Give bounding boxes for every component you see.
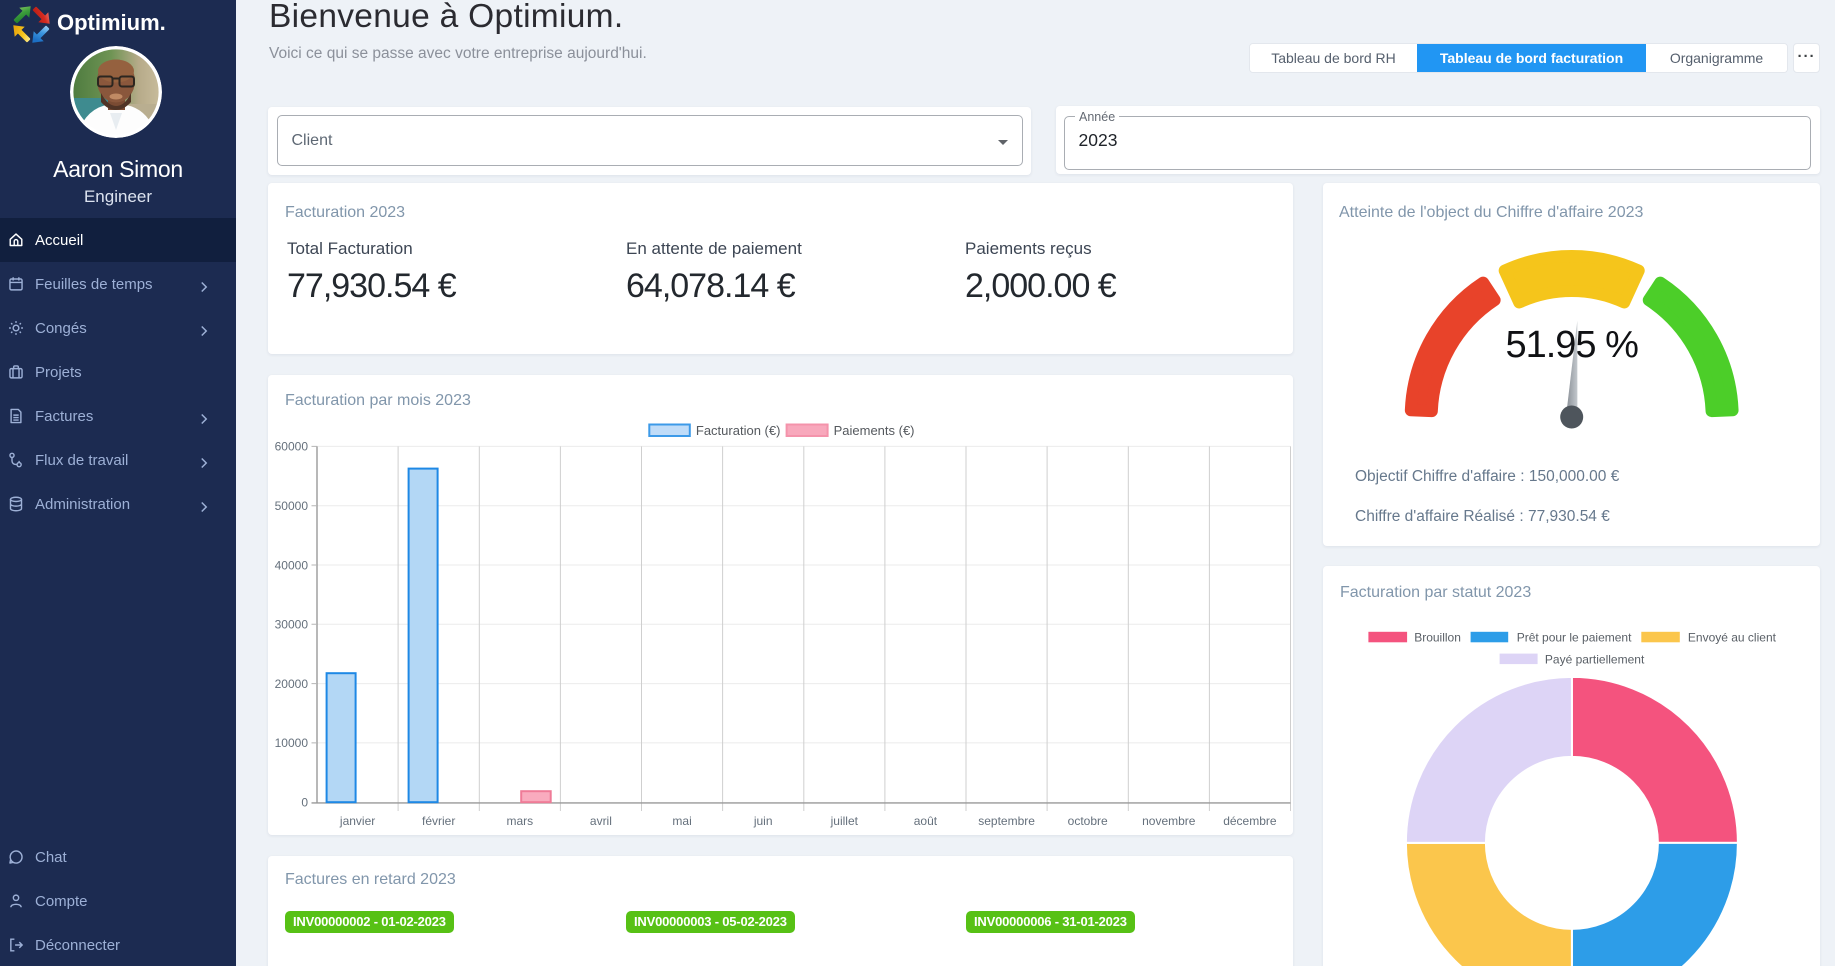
- svg-text:Payé partiellement: Payé partiellement: [1545, 652, 1645, 666]
- svg-text:août: août: [914, 814, 938, 828]
- svg-text:mars: mars: [506, 814, 533, 828]
- svg-text:50000: 50000: [275, 499, 309, 513]
- svg-text:0: 0: [301, 796, 308, 810]
- svg-text:Envoyé au client: Envoyé au client: [1688, 631, 1777, 645]
- svg-text:60000: 60000: [275, 440, 309, 454]
- svg-text:10000: 10000: [275, 736, 309, 750]
- svg-text:avril: avril: [590, 814, 612, 828]
- svg-text:juin: juin: [753, 814, 773, 828]
- svg-text:novembre: novembre: [1142, 814, 1196, 828]
- svg-text:Paiements (€): Paiements (€): [834, 423, 915, 438]
- svg-text:Prêt pour le paiement: Prêt pour le paiement: [1517, 631, 1632, 645]
- svg-text:Brouillon: Brouillon: [1414, 631, 1461, 645]
- svg-text:40000: 40000: [275, 558, 309, 572]
- svg-text:décembre: décembre: [1223, 814, 1277, 828]
- svg-text:février: février: [422, 814, 455, 828]
- svg-text:mai: mai: [672, 814, 691, 828]
- svg-text:20000: 20000: [275, 677, 309, 691]
- svg-text:octobre: octobre: [1068, 814, 1108, 828]
- svg-text:Facturation (€): Facturation (€): [696, 423, 781, 438]
- svg-text:30000: 30000: [275, 618, 309, 632]
- svg-text:juillet: juillet: [830, 814, 859, 828]
- svg-text:janvier: janvier: [339, 814, 375, 828]
- svg-text:septembre: septembre: [978, 814, 1035, 828]
- svg-text:51.95 %: 51.95 %: [1505, 324, 1638, 366]
